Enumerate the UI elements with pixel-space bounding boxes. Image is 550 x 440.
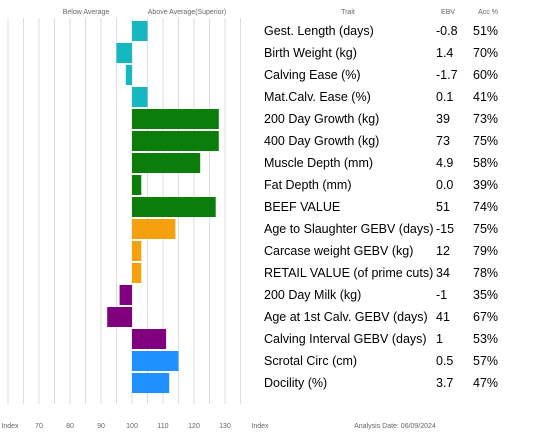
trait-label: Carcase weight GEBV (kg): [264, 244, 413, 258]
acc-value: 67%: [473, 310, 498, 324]
trait-label: Birth Weight (kg): [264, 46, 357, 60]
x-tick-label: 70: [35, 423, 43, 430]
trait-label: 200 Day Milk (kg): [264, 288, 361, 302]
x-tick-label: 80: [66, 423, 74, 430]
ebv-value: 12: [436, 244, 450, 258]
trait-label: Gest. Length (days): [264, 24, 374, 38]
bar: [119, 285, 132, 305]
trait-label: Mat.Calv. Ease (%): [264, 90, 371, 104]
bar: [132, 373, 170, 393]
acc-value: 58%: [473, 156, 498, 170]
acc-value: 39%: [473, 178, 498, 192]
acc-value: 73%: [473, 112, 498, 126]
bar: [107, 307, 132, 327]
x-tick-label: 120: [188, 423, 200, 430]
ebv-value: -1.7: [436, 68, 458, 82]
footer-index-right: Index: [251, 423, 269, 430]
bar: [132, 329, 167, 349]
bar: [132, 175, 142, 195]
ebv-value: 1: [436, 332, 443, 346]
bar: [132, 21, 148, 41]
acc-value: 60%: [473, 68, 498, 82]
acc-value: 35%: [473, 288, 498, 302]
trait-label: BEEF VALUE: [264, 200, 340, 214]
bar: [132, 351, 179, 371]
trait-label: Docility (%): [264, 376, 327, 390]
ebv-value: 3.7: [436, 376, 453, 390]
trait-label: Muscle Depth (mm): [264, 156, 373, 170]
trait-label: 200 Day Growth (kg): [264, 112, 379, 126]
header-below-average: Below Average: [63, 9, 110, 16]
bar: [132, 219, 176, 239]
acc-value: 47%: [473, 376, 498, 390]
acc-value: 75%: [473, 222, 498, 236]
trait-label: Calving Interval GEBV (days): [264, 332, 427, 346]
ebv-value: 51: [436, 200, 450, 214]
bar: [132, 263, 142, 283]
row-labels: Gest. Length (days) -0.8 51% Birth Weight (…: [264, 24, 498, 390]
trait-label: Calving Ease (%): [264, 68, 361, 82]
bar: [132, 87, 148, 107]
x-tick-label: 90: [97, 423, 105, 430]
trait-label: 400 Day Growth (kg): [264, 134, 379, 148]
trait-label: Age to Slaughter GEBV (days): [264, 222, 434, 236]
x-tick-label: 110: [157, 423, 168, 430]
trait-label: Fat Depth (mm): [264, 178, 352, 192]
header-trait: Trait: [341, 9, 355, 16]
x-tick-labels: 70 80 90 100 110 120 130: [35, 423, 231, 430]
acc-value: 79%: [473, 244, 498, 258]
footer-index-left: Index: [1, 423, 19, 430]
acc-value: 51%: [473, 24, 498, 38]
footer-analysis-date: Analysis Date: 06/09/2024: [354, 423, 436, 430]
header-acc: Acc %: [478, 9, 498, 16]
trait-label: RETAIL VALUE (of prime cuts): [264, 266, 433, 280]
ebv-value: 0.5: [436, 354, 453, 368]
bar: [132, 197, 216, 217]
ebv-value: 0.1: [436, 90, 453, 104]
bar: [132, 241, 142, 261]
ebv-value: 1.4: [436, 46, 453, 60]
ebv-value: 39: [436, 112, 450, 126]
trait-label: Age at 1st Calv. GEBV (days): [264, 310, 428, 324]
bar: [132, 131, 219, 151]
x-tick-label: 130: [219, 423, 231, 430]
acc-value: 70%: [473, 46, 498, 60]
ebv-value: -1: [436, 288, 447, 302]
ebv-value: 41: [436, 310, 450, 324]
bar: [116, 43, 132, 63]
acc-value: 57%: [473, 354, 498, 368]
bar: [132, 109, 219, 129]
trait-label: Scrotal Circ (cm): [264, 354, 357, 368]
ebv-value: 34: [436, 266, 450, 280]
ebv-value: -0.8: [436, 24, 458, 38]
acc-value: 53%: [473, 332, 498, 346]
header-above-average: Above Average(Superior): [148, 9, 226, 16]
bar-group: [107, 21, 219, 393]
acc-value: 78%: [473, 266, 498, 280]
acc-value: 41%: [473, 90, 498, 104]
ebv-value: 4.9: [436, 156, 453, 170]
acc-value: 74%: [473, 200, 498, 214]
ebv-value: -15: [436, 222, 454, 236]
header-ebv: EBV: [441, 9, 455, 16]
bar: [125, 65, 132, 85]
x-tick-label: 100: [126, 423, 138, 430]
ebv-value: 0.0: [436, 178, 453, 192]
ebv-value: 73: [436, 134, 450, 148]
bar: [132, 153, 201, 173]
acc-value: 75%: [473, 134, 498, 148]
